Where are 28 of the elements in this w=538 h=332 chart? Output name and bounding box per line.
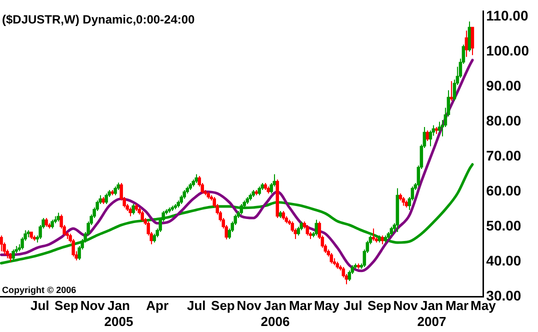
annotation: Copyright © 2006 <box>2 284 76 295</box>
x-tick-label: May <box>314 298 340 314</box>
x-tick-label: Jul <box>343 298 362 314</box>
x-tick-label: Nov <box>236 298 262 314</box>
y-tick-label: 70.00 <box>486 148 522 164</box>
y-tick-label: 80.00 <box>486 112 522 129</box>
line-series <box>0 58 474 272</box>
line-series <box>0 163 474 264</box>
y-tick-label: 40.00 <box>486 252 522 269</box>
x-tick-label: Jan 2005 <box>104 298 134 329</box>
x-tick-label: Apr <box>146 298 169 314</box>
x-tick-label: Jul <box>30 298 50 314</box>
x-tick-label: Jan 2006 <box>260 298 290 329</box>
x-tick-label: Mar <box>445 298 469 314</box>
x-tick-label: Mar <box>288 298 312 314</box>
x-tick-label: Jan 2007 <box>417 298 446 329</box>
chart-title: ($DJUSTR,W) Dynamic,0:00-24:00 <box>2 12 196 26</box>
y-tick-label: 90.00 <box>486 78 522 94</box>
x-tick-label: Jul <box>186 298 206 314</box>
x-tick-label: Sep <box>54 298 78 314</box>
x-tick-label: Nov <box>393 298 419 314</box>
y-tick-label: 110.00 <box>486 8 528 24</box>
x-tick-label: Sep <box>211 298 235 314</box>
x-tick-label: Nov <box>80 298 106 314</box>
y-tick-label: 100.00 <box>486 42 530 59</box>
y-tick-label: 60.00 <box>486 182 522 199</box>
x-tick-label: Sep <box>368 298 392 314</box>
y-tick-label: 50.00 <box>486 218 522 234</box>
